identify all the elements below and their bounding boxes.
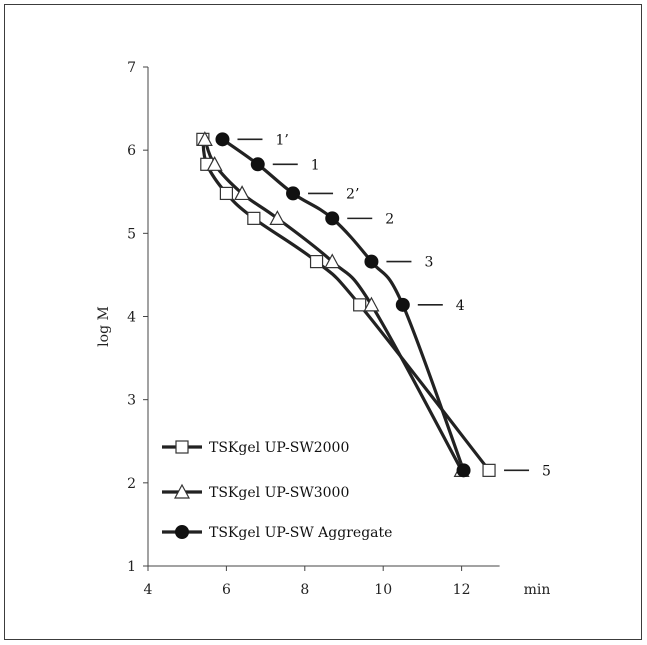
data-point [482,463,496,477]
data-point [247,211,261,225]
data-point [325,211,340,226]
legend-marker [175,525,189,539]
data-point [269,210,286,225]
y-tick-label: 7 [127,60,136,76]
data-point [234,185,251,201]
data-point [364,254,379,269]
x-tick-label: 12 [453,582,471,598]
chart-frame [4,4,642,640]
annotations-group: 1’ 1 2’ 2 3 4 5 [237,132,551,479]
legend-label: TSKgel UP-SW Aggregate [209,525,392,541]
annotation-label: 3 [424,255,433,271]
y-tick-label: 4 [127,310,136,326]
data-point [215,132,230,147]
x-tick-label: 6 [222,582,231,598]
legend-marker [173,483,191,499]
data-point [353,298,367,312]
data-point [363,296,380,312]
y-axis-label: log M [96,306,112,347]
data-point [219,186,233,201]
data-point [250,157,265,172]
x-tick-label: 4 [144,582,153,598]
annotation-label: 4 [456,298,465,314]
data-point [196,131,213,146]
y-tick-label: 3 [127,393,136,409]
legend-label: TSKgel UP-SW2000 [209,440,349,456]
legend-marker [175,440,189,454]
data-point [286,186,301,201]
x-tick-label: 8 [300,582,309,598]
y-tick-label: 6 [127,143,136,159]
x-tick-label: 10 [374,582,392,598]
data-point [395,297,410,312]
annotation-label: 1 [311,157,320,173]
data-point [324,253,341,269]
x-axis-label: min [524,582,551,598]
data-point [309,255,324,269]
y-tick-label: 5 [127,226,136,242]
y-tick-label: 2 [127,476,136,492]
data-point [456,463,471,478]
annotation-label: 2 [385,211,394,227]
annotation-label: 5 [542,463,551,479]
legend-label: TSKgel UP-SW3000 [209,485,349,501]
legend: TSKgel UP-SW2000 TSKgel UP-SW3000 TSKgel U… [162,440,392,541]
series-lines-group [196,131,496,478]
annotation-label: 2’ [346,186,359,202]
data-point [206,156,223,171]
annotation-label: 1’ [275,132,288,148]
y-tick-label: 1 [127,559,136,575]
